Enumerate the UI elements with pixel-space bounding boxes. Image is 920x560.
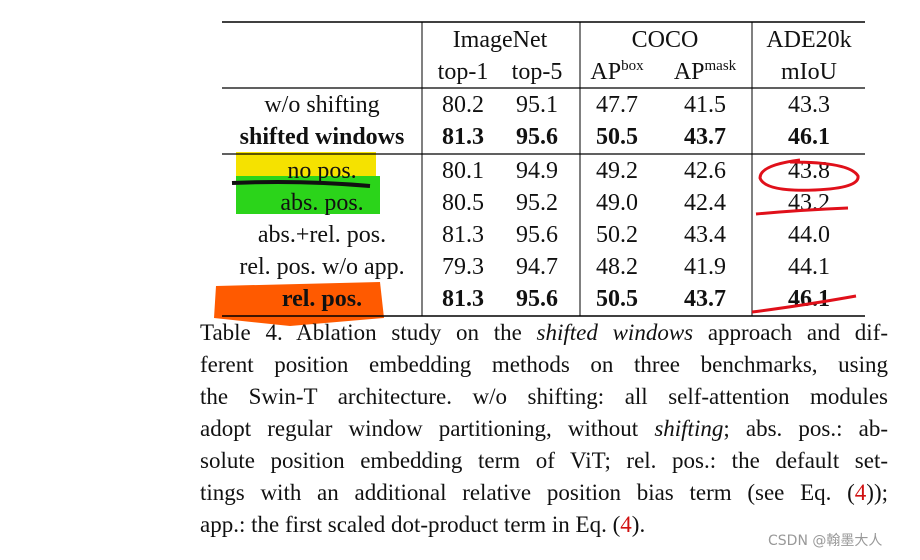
column-header-text: AP [673, 59, 705, 85]
group-header: ADE20k [766, 27, 852, 53]
column-header: APbox [590, 56, 643, 88]
cell-value: 44.1 [788, 254, 830, 280]
cell-value: 94.7 [516, 254, 558, 280]
cell-value: 46.1 [788, 286, 830, 312]
caption-line: ferent position embedding methods on thr… [200, 349, 888, 381]
caption-text: solute position embedding term of ViT; r… [200, 448, 888, 473]
caption-text: the Swin-T architecture. w/o shifting: a… [200, 384, 888, 409]
row-label: rel. pos. w/o app. [239, 254, 405, 280]
caption-line: solute position embedding term of ViT; r… [200, 445, 888, 477]
column-header-text: top-1 [437, 59, 489, 85]
caption-text: )); [866, 480, 888, 505]
cell-value: 41.5 [684, 92, 726, 118]
table-rules [222, 21, 865, 317]
caption-text: ; abs. pos.: ab- [723, 416, 888, 441]
row-label: abs. pos. [280, 190, 364, 216]
cell-value: 80.1 [442, 158, 484, 184]
cell-value: 43.7 [684, 124, 726, 150]
group-header: COCO [631, 27, 699, 53]
cell-value: 94.9 [516, 158, 558, 184]
row-label: abs.+rel. pos. [257, 222, 387, 248]
cell-value: 95.1 [516, 92, 558, 118]
column-header: top-5 [512, 56, 563, 88]
cell-value: 48.2 [596, 254, 638, 280]
row-label: shifted windows [239, 124, 405, 150]
cell-value: 95.6 [516, 124, 558, 150]
row-label: no pos. [287, 158, 357, 184]
column-header-text: AP [590, 59, 622, 85]
cell-value: 81.3 [442, 222, 484, 248]
row-label: rel. pos. [281, 286, 363, 312]
cell-value: 95.6 [516, 286, 558, 312]
cell-value: 43.2 [788, 190, 830, 216]
caption-text: shifted windows [536, 320, 694, 345]
cell-value: 43.4 [684, 222, 726, 248]
cell-value: 50.2 [596, 222, 638, 248]
orange-highlight [214, 282, 384, 326]
column-header-text: top-5 [511, 59, 563, 85]
caption-line: adopt regular window partitioning, witho… [200, 413, 888, 445]
caption-text: approach and dif- [693, 320, 889, 345]
caption-text: ferent position embedding methods on thr… [200, 352, 888, 377]
cell-value: 43.8 [788, 158, 830, 184]
column-header-text: mIoU [781, 59, 837, 85]
caption-line: the Swin-T architecture. w/o shifting: a… [200, 381, 888, 413]
column-header: mIoU [781, 56, 837, 88]
cell-value: 44.0 [788, 222, 830, 248]
cell-value: 50.5 [596, 286, 638, 312]
row-label: w/o shifting [264, 92, 380, 118]
column-header: top-1 [438, 56, 489, 88]
caption-text: ). [631, 512, 646, 537]
column-header-sup: mask [704, 58, 737, 74]
caption-text: 4 [620, 512, 632, 537]
cell-value: 42.4 [684, 190, 726, 216]
caption-text: adopt regular window partitioning, witho… [200, 416, 655, 441]
caption-text: shifting [654, 416, 724, 441]
column-header-sup: box [621, 58, 644, 74]
group-header: ImageNet [452, 27, 548, 53]
caption-text: 4 [854, 480, 867, 505]
caption-line: tings with an additional relative positi… [200, 477, 888, 509]
cell-value: 49.0 [596, 190, 638, 216]
cell-value: 50.5 [596, 124, 638, 150]
cell-value: 42.6 [684, 158, 726, 184]
caption-text: tings with an additional relative positi… [200, 480, 855, 505]
cell-value: 80.5 [442, 190, 484, 216]
caption-text: app.: the first scaled dot-product term … [200, 512, 621, 537]
cell-value: 95.2 [516, 190, 558, 216]
cell-value: 95.6 [516, 222, 558, 248]
cell-value: 81.3 [442, 286, 484, 312]
cell-value: 43.7 [684, 286, 726, 312]
cell-value: 81.3 [442, 124, 484, 150]
cell-value: 79.3 [442, 254, 484, 280]
cell-value: 43.3 [788, 92, 830, 118]
cell-value: 80.2 [442, 92, 484, 118]
cell-value: 49.2 [596, 158, 638, 184]
caption-line: app.: the first scaled dot-product term … [200, 509, 888, 541]
column-header: APmask [674, 56, 736, 88]
cell-value: 46.1 [788, 124, 830, 150]
watermark: CSDN @翰墨大人 [768, 533, 883, 549]
caption-line: Table 4. Ablation study on the shifted w… [200, 317, 888, 349]
cell-value: 47.7 [596, 92, 638, 118]
cell-value: 41.9 [684, 254, 726, 280]
caption-text: Table 4. Ablation study on the [200, 320, 537, 345]
